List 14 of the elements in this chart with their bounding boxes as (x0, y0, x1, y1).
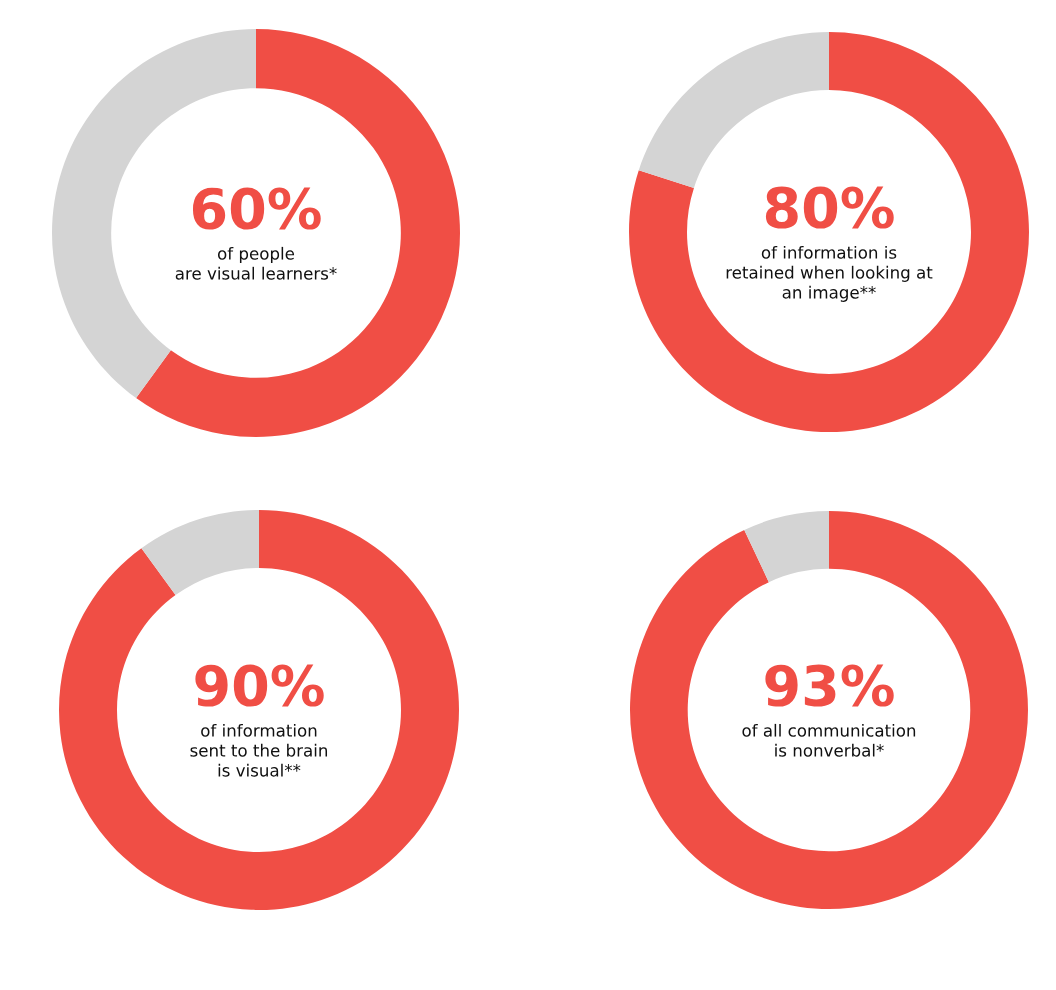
donut-slice (59, 510, 459, 910)
data-label: 93% (765, 664, 894, 707)
donut-slice (744, 511, 829, 583)
text: of all communication is nonverbal* (742, 723, 916, 757)
text: of people are visual learners* (175, 246, 337, 280)
data-label: 90% (195, 664, 324, 707)
data-label: 60% (192, 187, 321, 230)
donut-slice (630, 511, 1028, 909)
data-label: 80% (765, 186, 894, 229)
text: of information sent to the brain is visual** (190, 723, 328, 777)
donut-slice (136, 29, 460, 437)
text: of information is retained when looking at an image** (726, 245, 933, 302)
donut-slice (141, 510, 259, 596)
donut-slice (629, 32, 1029, 432)
